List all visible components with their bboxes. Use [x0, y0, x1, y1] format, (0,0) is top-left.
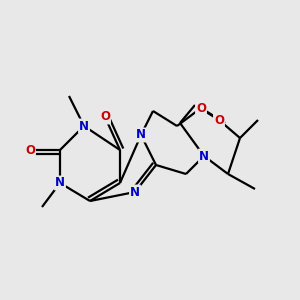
Text: O: O — [100, 110, 110, 124]
Text: O: O — [214, 113, 224, 127]
Text: N: N — [199, 149, 209, 163]
Text: N: N — [130, 185, 140, 199]
Text: N: N — [136, 128, 146, 142]
Text: N: N — [79, 119, 89, 133]
Text: O: O — [25, 143, 35, 157]
Text: N: N — [55, 176, 65, 190]
Text: O: O — [196, 101, 206, 115]
